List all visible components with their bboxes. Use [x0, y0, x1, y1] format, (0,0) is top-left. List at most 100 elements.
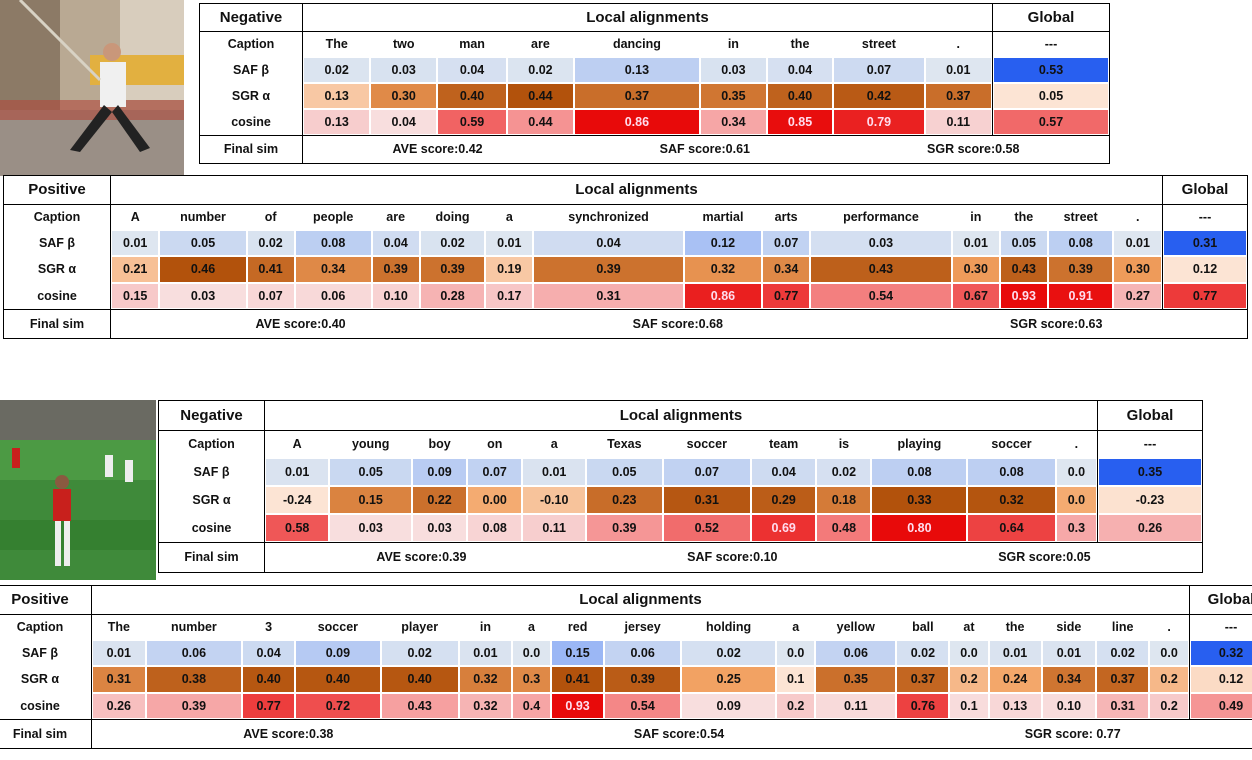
- caption-word: are: [531, 37, 550, 52]
- score-cell: 0.17: [485, 283, 533, 310]
- score-cell: 0.15: [551, 640, 604, 667]
- score-cell: 0.57: [992, 108, 1110, 135]
- score-value: 0.26: [93, 693, 145, 718]
- local-header: Local alignments: [302, 3, 993, 32]
- score-value: 0.06: [605, 640, 681, 665]
- score-cell: 0.59: [437, 109, 507, 136]
- caption-word: in: [727, 37, 739, 52]
- caption-word: the: [1014, 210, 1034, 224]
- score-cell: 0.02: [896, 640, 949, 667]
- score-value: 0.38: [146, 667, 242, 692]
- global-header: Global: [992, 3, 1110, 32]
- score-value: 0.03: [701, 57, 766, 82]
- caption-word: dancing: [612, 37, 661, 52]
- caption-word: .: [1136, 210, 1140, 224]
- final-row: Final sim AVE score:0.38 SAF score:0.54 SGR…: [0, 719, 1252, 748]
- score-cell: 0.15: [111, 283, 160, 310]
- score-cell: 0.05: [1000, 230, 1048, 257]
- score-cell: 0.06: [146, 640, 242, 667]
- score-list: AVE score:0.40 SAF score:0.68 SGR score:0.…: [112, 317, 1246, 331]
- score-cell: 0.40: [242, 666, 295, 693]
- score-value: 0.40: [296, 667, 380, 692]
- row-label: cosine: [0, 692, 92, 720]
- global-word: ---: [1162, 204, 1248, 230]
- score-value: 0.15: [112, 283, 159, 308]
- score-value: 0.31: [93, 667, 145, 692]
- score-value: -0.10: [523, 486, 586, 513]
- score-cell: 0.21: [111, 256, 160, 283]
- score-value: 0.41: [552, 667, 604, 692]
- caption-word: the: [790, 37, 810, 52]
- final-score: AVE score:0.39: [376, 550, 467, 564]
- caption-word: a: [792, 620, 800, 634]
- score-value: 0.26: [1099, 514, 1201, 541]
- score-cell: 0.09: [412, 458, 467, 486]
- score-value: 0.58: [266, 514, 329, 541]
- score-value: 0.44: [508, 83, 573, 108]
- final-label: Final sim: [3, 309, 111, 338]
- score-cell: 0.08: [467, 514, 522, 543]
- score-value: 0.01: [925, 57, 991, 82]
- score-cell: 0.02: [1096, 640, 1149, 667]
- score-value: 0.2: [1150, 693, 1188, 718]
- score-cell: 0.35: [815, 666, 896, 693]
- score-cell: 0.53: [992, 56, 1110, 83]
- score-cell: 0.37: [574, 83, 700, 109]
- score-value: 0.03: [330, 514, 412, 541]
- score-cell: 0.01: [485, 230, 533, 257]
- score-value: 0.06: [146, 640, 242, 665]
- score-value: 0.11: [523, 514, 586, 541]
- local-header: Local alignments: [264, 400, 1098, 431]
- score-cell: 0.64: [967, 514, 1056, 543]
- score-cell: 0.12: [1162, 256, 1248, 283]
- score-cell: 0.09: [295, 640, 380, 667]
- score-cell: 0.43: [1000, 256, 1048, 283]
- photo-soccer: [0, 400, 156, 580]
- caption-word: soccer: [686, 437, 727, 452]
- final-score: AVE score:0.42: [392, 142, 483, 156]
- score-cell: 0.39: [533, 256, 683, 283]
- score-cell: 0.03: [159, 283, 246, 310]
- score-value: 0.3: [512, 667, 551, 692]
- score-cell: 0.31: [1162, 229, 1248, 256]
- score-value: 0.04: [372, 230, 419, 255]
- score-value: 0.2: [950, 667, 988, 692]
- score-cell: 0.01: [459, 640, 512, 667]
- score-cell: 0.41: [247, 256, 295, 283]
- score-cell: 0.10: [372, 283, 420, 310]
- score-cell: 0.02: [816, 458, 871, 486]
- score-cell: 0.43: [381, 693, 459, 720]
- caption-word: in: [479, 620, 491, 634]
- score-value: 0.93: [552, 693, 604, 718]
- score-value: 0.18: [817, 486, 871, 513]
- value-row: SAF β 0.01 0.06 0.04 0.09 0.02 0.01 0.0 0.15 0.06…: [0, 639, 1252, 667]
- score-value: 0.03: [160, 283, 246, 308]
- score-cell: 0.15: [329, 486, 412, 514]
- score-value: 0.64: [968, 514, 1055, 541]
- score-value: -0.23: [1099, 486, 1201, 513]
- score-value: 0.32: [459, 693, 511, 718]
- score-cell: 0.67: [952, 283, 1000, 310]
- score-value: 0.93: [1000, 283, 1047, 308]
- score-cell: 0.10: [1042, 693, 1096, 720]
- score-value: 0.25: [682, 667, 776, 692]
- score-value: 0.10: [372, 283, 419, 308]
- score-cell: 0.39: [372, 256, 420, 283]
- score-value: 0.02: [1097, 640, 1149, 665]
- score-cell: 0.37: [1096, 666, 1149, 693]
- caption-word: the: [1005, 620, 1025, 634]
- caption-row: Caption The two man are dancing in the street. --…: [199, 31, 1110, 57]
- score-value: 0.34: [701, 109, 766, 134]
- score-value: 0.02: [508, 57, 573, 82]
- score-cell: 0.04: [372, 230, 420, 257]
- score-value: 0.09: [296, 640, 380, 665]
- value-row: cosine 0.15 0.03 0.07 0.06 0.10 0.28 0.17 0.31 0.…: [3, 282, 1248, 310]
- caption-word: martial: [702, 210, 744, 224]
- score-value: 0.77: [763, 283, 810, 308]
- score-cell: 0.76: [896, 693, 949, 720]
- final-label: Final sim: [0, 719, 92, 748]
- score-value: 0.17: [486, 283, 533, 308]
